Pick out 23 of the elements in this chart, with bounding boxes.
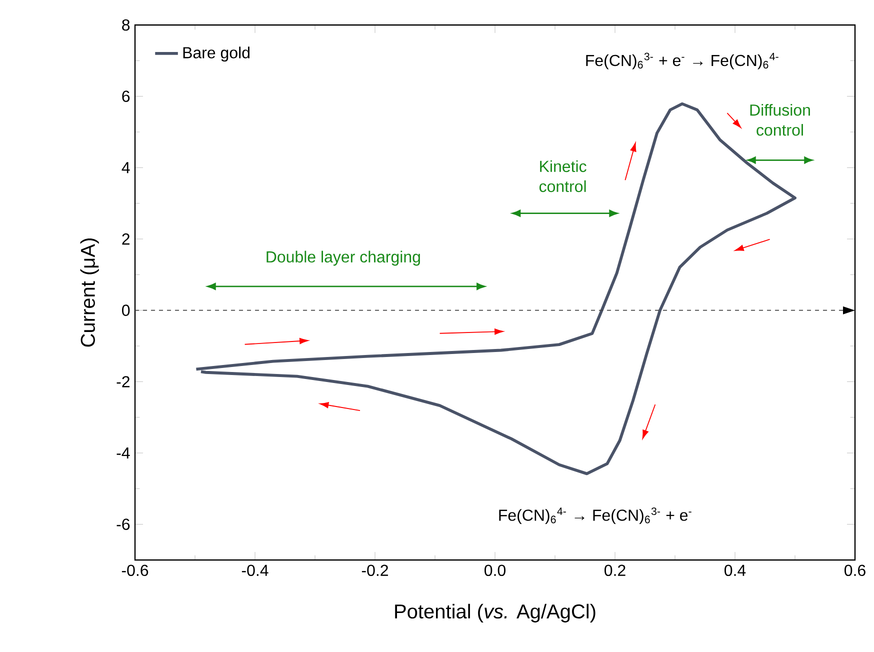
x-tick-label: -0.2 [362, 564, 388, 576]
x-tick-label: 0.0 [484, 564, 506, 576]
annotation: Diffusion control [750, 104, 810, 136]
y-axis-title: Current (μA) [80, 238, 99, 347]
x-tick-label: 0.4 [724, 564, 746, 576]
x-axis-title: Potential (vs. Ag/AgCl) [395, 604, 596, 622]
y-tick-label: -2 [116, 376, 130, 388]
annotation: Fe(CN)$_{6}$$^{4-}$ → Fe(CN)$_{6}$$^{3-}$ + e$^{-}$ [499, 507, 692, 524]
annotation: Kinetic control [539, 160, 586, 192]
x-tick-label: -0.4 [242, 564, 268, 576]
y-tick-label: 0 [122, 304, 130, 316]
annotation: Fe(CN)$_{6}$$^{3-}$ + e$^{-}$ → Fe(CN)$_{6}$4- [586, 52, 778, 70]
x-tick-label: -0.6 [122, 564, 148, 576]
y-tick-label: 2 [122, 233, 130, 245]
y-tick-label: 6 [122, 90, 130, 102]
x-tick-label: 0.6 [844, 564, 866, 576]
y-tick-label: 4 [122, 162, 130, 174]
y-tick-label: -6 [116, 518, 130, 530]
y-tick-label: 8 [122, 19, 130, 31]
x-tick-label: 0.2 [604, 564, 626, 576]
y-tick-label: -4 [116, 447, 130, 458]
legend-label: Bare gold [183, 46, 250, 62]
annotation: Double layer charging [266, 250, 420, 266]
